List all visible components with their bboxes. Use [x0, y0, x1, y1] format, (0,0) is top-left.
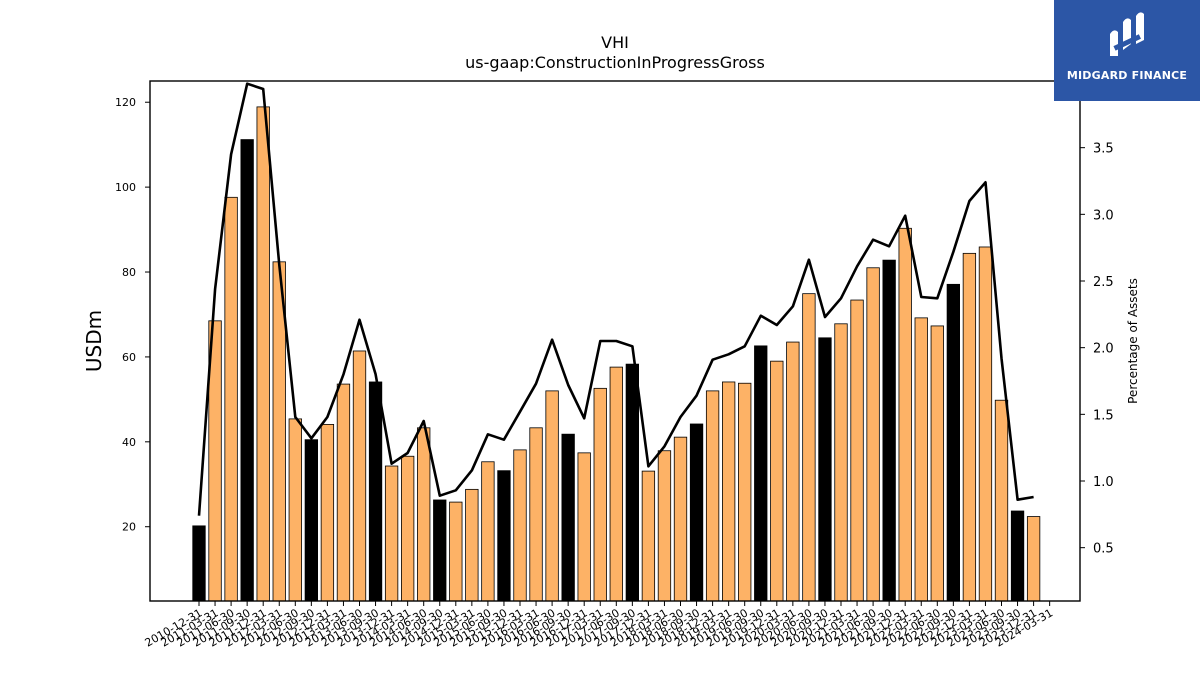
bar [481, 461, 495, 602]
brand-name: MIDGARD FINANCE [1066, 69, 1188, 82]
bar [705, 390, 720, 602]
bar [673, 436, 688, 602]
plot-frame [149, 80, 1081, 602]
bar [770, 360, 784, 602]
y2-tick-label: 2.5 [1093, 275, 1114, 290]
y2-tick-label: 1.5 [1093, 408, 1114, 423]
brand-logo: MIDGARD FINANCE [1054, 0, 1200, 101]
bar-series [192, 106, 1041, 602]
y2-tick-label: 2.0 [1093, 342, 1114, 357]
bar [866, 267, 880, 602]
bar [400, 455, 415, 602]
bar [786, 341, 800, 602]
bar [898, 227, 912, 602]
bar [1010, 510, 1025, 602]
chart-title: VHI [601, 33, 629, 52]
bar [224, 196, 238, 602]
bar [256, 106, 270, 602]
y2-tick-label: 0.5 [1093, 542, 1114, 557]
bar [609, 366, 623, 602]
bar [192, 525, 206, 602]
bar [625, 363, 639, 602]
bar [754, 345, 768, 602]
bar [834, 323, 848, 602]
bar [930, 325, 944, 602]
y2-tick-label: 3.5 [1093, 142, 1114, 157]
bar [994, 399, 1009, 602]
bar [962, 252, 977, 602]
bar [513, 449, 527, 602]
bar [978, 246, 993, 602]
bar [417, 427, 431, 602]
bar [240, 139, 254, 602]
left-axis-label: USDm [82, 310, 106, 372]
y-tick-label: 100 [115, 181, 136, 194]
percentage-line [197, 82, 1034, 516]
chart-subtitle: us-gaap:ConstructionInProgressGross [465, 53, 765, 72]
bar [449, 501, 463, 602]
bar [689, 423, 704, 602]
bar [368, 381, 383, 602]
bar [497, 470, 511, 602]
y-tick-label: 20 [122, 521, 136, 534]
bar [433, 499, 447, 602]
bar [738, 382, 752, 602]
y-tick-label: 40 [122, 436, 136, 449]
bar [593, 387, 607, 602]
y-tick-label: 60 [122, 351, 136, 364]
bar [336, 383, 351, 602]
bar [802, 293, 816, 602]
bar [304, 439, 319, 602]
bar [850, 299, 864, 602]
bar [384, 465, 399, 602]
bar [641, 470, 656, 602]
midgard-logo-icon [1110, 12, 1144, 56]
x-axis: 2010-12-312011-03-312011-06-302011-09-30… [143, 601, 1055, 650]
bar [1026, 516, 1041, 602]
bar [352, 350, 367, 602]
bar [882, 259, 896, 602]
y2-tick-label: 1.0 [1093, 475, 1114, 490]
bar [288, 418, 302, 602]
bar [946, 283, 960, 602]
bar [657, 450, 672, 602]
y-tick-label: 120 [115, 96, 136, 109]
bar [818, 337, 832, 602]
y-tick-label: 80 [122, 266, 136, 279]
bar [561, 433, 575, 602]
bar [320, 424, 335, 602]
bar [577, 452, 591, 602]
right-axis-label: Percentage of Assets [1126, 278, 1140, 404]
y2-tick-label: 3.0 [1093, 208, 1114, 223]
bar [465, 488, 479, 602]
bar [529, 427, 543, 602]
right-y-axis: 0.5 1.0 1.5 2.0 2.5 3.0 3.5 [1080, 142, 1114, 557]
bar [545, 390, 559, 602]
left-y-axis: 20 40 60 80 100 120 [115, 96, 150, 534]
bar [914, 317, 928, 602]
bar [722, 381, 736, 602]
